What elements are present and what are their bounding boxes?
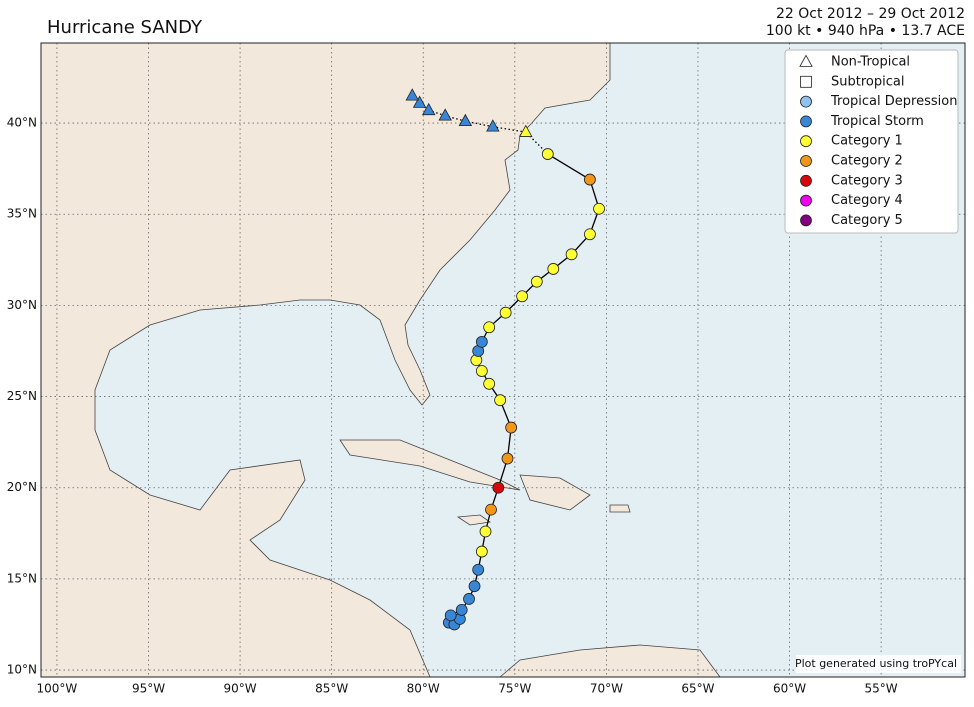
track-point <box>547 263 560 275</box>
track-point <box>584 173 596 186</box>
x-tick-label: 65°W <box>681 682 714 696</box>
track-point <box>475 335 488 348</box>
legend-label: Non-Tropical <box>831 55 910 70</box>
legend-marker <box>800 115 812 128</box>
track-segment <box>547 153 591 181</box>
legend-label: Category 5 <box>831 213 903 228</box>
track-point <box>472 563 485 576</box>
track-point <box>492 481 505 494</box>
x-tick-label: 100°W <box>37 682 78 696</box>
legend-marker <box>800 155 812 167</box>
credit-box <box>796 655 961 673</box>
track-point <box>530 275 543 288</box>
track-point <box>422 102 436 116</box>
legend-label: Category 2 <box>831 154 903 169</box>
track-point <box>475 365 488 377</box>
legend-label: Tropical Depression <box>830 94 957 109</box>
legend-marker <box>800 135 812 148</box>
storm-summary: 100 kt • 940 hPa • 13.7 ACE <box>766 23 965 39</box>
x-tick-label: 55°W <box>865 682 898 696</box>
title: Hurricane SANDY <box>47 17 203 38</box>
track-point <box>412 95 427 108</box>
track-point <box>501 452 514 465</box>
track-segment <box>465 120 493 128</box>
track-point <box>405 88 419 101</box>
x-tick-label: 85°W <box>315 682 348 696</box>
credit: Plot generated using troPYcal <box>795 657 957 670</box>
map-frame <box>40 42 966 678</box>
storm-track <box>405 88 605 631</box>
track-point <box>475 545 488 558</box>
track-point <box>468 580 481 593</box>
x-tick-label: 80°W <box>407 682 440 696</box>
y-tick-label: 30°N <box>7 298 37 312</box>
track-point <box>438 108 452 121</box>
legend-marker <box>800 75 812 88</box>
legend-label: Category 3 <box>831 173 903 188</box>
legend-marker <box>799 54 813 67</box>
track-point <box>494 394 507 407</box>
date-range: 22 Oct 2012 – 29 Oct 2012 <box>776 6 965 22</box>
x-tick-label: 60°W <box>773 682 806 696</box>
x-tick-label: 70°W <box>590 682 623 696</box>
legend: Non-Tropical Subtropical Tropical Depressi… <box>784 49 959 234</box>
track-point <box>483 377 496 390</box>
x-tick-label: 75°W <box>498 682 531 696</box>
legend-marker <box>800 194 812 207</box>
x-tick-label: 90°W <box>224 682 257 696</box>
track-point <box>541 148 554 160</box>
track-point <box>565 248 578 261</box>
y-tick-label: 10°N <box>7 663 37 677</box>
y-tick-label: 35°N <box>7 207 37 221</box>
legend-label: Subtropical <box>831 74 904 89</box>
track-point <box>463 593 475 605</box>
track-point <box>519 124 533 137</box>
legend-marker <box>800 174 812 187</box>
track-point <box>499 306 512 319</box>
track-point <box>593 202 605 215</box>
track-point <box>455 603 468 616</box>
track-point <box>516 290 529 303</box>
track-point <box>505 421 518 434</box>
track-segment <box>428 109 446 117</box>
y-tick-label: 20°N <box>7 480 37 494</box>
track-point <box>479 525 492 538</box>
track-point <box>483 321 496 334</box>
legend-label: Category 4 <box>831 193 903 208</box>
track-segment <box>492 126 526 133</box>
legend-box <box>784 49 959 234</box>
legend-label: Tropical Storm <box>830 114 924 129</box>
legend-label: Category 1 <box>831 134 903 149</box>
x-tick-label: 95°W <box>132 682 165 696</box>
track-point <box>444 609 457 622</box>
y-tick-label: 15°N <box>7 571 37 585</box>
track-point <box>458 113 473 127</box>
y-tick-label: 40°N <box>7 116 37 130</box>
track-point <box>485 503 497 516</box>
legend-marker <box>800 214 812 227</box>
track-point <box>584 228 596 241</box>
land <box>40 42 721 678</box>
legend-marker <box>800 95 812 108</box>
y-tick-label: 25°N <box>7 389 37 403</box>
track-point <box>486 119 500 132</box>
